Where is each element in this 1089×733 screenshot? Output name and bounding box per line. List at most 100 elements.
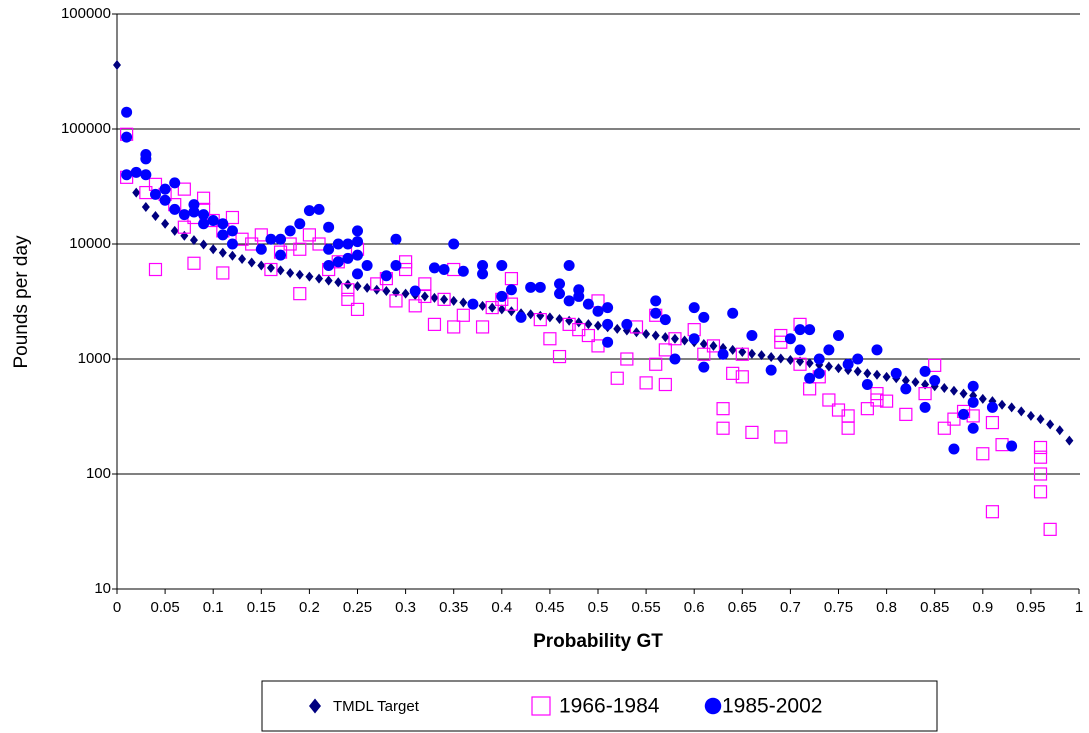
point (1036, 414, 1045, 425)
point (1026, 410, 1035, 421)
x-tick-label: 0.95 (1016, 599, 1045, 616)
y-tick-label: 100 (86, 465, 111, 482)
point (363, 282, 372, 293)
point (323, 260, 335, 272)
point (998, 399, 1007, 410)
point (661, 332, 670, 343)
point (978, 393, 987, 404)
point (794, 324, 806, 336)
point (459, 297, 468, 308)
point (225, 210, 240, 225)
point (659, 314, 671, 326)
point (786, 355, 795, 366)
point (1033, 450, 1048, 464)
point (170, 225, 179, 236)
point (361, 260, 373, 272)
point (804, 324, 816, 336)
point (247, 257, 256, 268)
point (380, 270, 392, 282)
point (813, 353, 825, 365)
point (161, 218, 170, 229)
point (121, 106, 133, 118)
point (313, 203, 325, 215)
point (228, 250, 237, 261)
point (620, 352, 634, 366)
y-tick-label: 100000 (61, 5, 111, 22)
point (871, 344, 883, 356)
point (602, 302, 614, 314)
point (323, 221, 335, 233)
point (235, 232, 249, 246)
point (833, 330, 844, 342)
point (189, 235, 198, 246)
point (159, 183, 171, 195)
point (594, 320, 602, 331)
point (709, 340, 718, 351)
point (341, 283, 355, 297)
point (141, 201, 150, 212)
point (805, 358, 814, 369)
point (545, 312, 554, 323)
point (803, 382, 817, 396)
point (478, 300, 487, 311)
point (706, 339, 721, 353)
x-tick-label: 0.05 (150, 599, 179, 616)
point (1065, 435, 1074, 446)
point (822, 393, 836, 407)
point (496, 260, 508, 272)
point (504, 272, 519, 286)
point (929, 375, 941, 387)
point (408, 299, 422, 313)
point (178, 209, 190, 221)
x-tick-label: 0.4 (491, 599, 512, 616)
point (853, 366, 862, 377)
point (496, 290, 508, 302)
point (391, 287, 400, 298)
point (341, 292, 355, 306)
point (861, 379, 873, 391)
point (418, 277, 432, 291)
legend-label: 1966-1984 (559, 695, 660, 718)
point (467, 298, 479, 310)
point (852, 353, 864, 365)
y-tick-label: 10000 (69, 235, 111, 252)
point (735, 370, 749, 384)
point (650, 295, 662, 307)
point (793, 357, 807, 371)
point (187, 256, 201, 270)
point (658, 343, 672, 357)
point (716, 421, 730, 435)
point (477, 260, 489, 272)
point (735, 347, 749, 361)
point (738, 347, 747, 358)
point (536, 310, 545, 321)
x-tick-label: 0.15 (247, 599, 276, 616)
point (670, 333, 679, 344)
y-tick-label: 100000 (61, 120, 111, 137)
point (882, 371, 891, 382)
point (265, 233, 277, 245)
y-tick-label: 1000 (78, 350, 111, 367)
point (352, 225, 363, 237)
point (324, 275, 333, 286)
point (967, 422, 979, 434)
x-tick-label: 0.1 (203, 599, 224, 616)
point (217, 218, 229, 230)
x-tick-label: 0.75 (824, 599, 853, 616)
point (294, 218, 306, 230)
point (728, 344, 737, 355)
x-axis-label: Probability GT (533, 631, 663, 652)
point (485, 300, 499, 315)
point (937, 421, 951, 435)
point (382, 286, 391, 297)
point (610, 371, 624, 385)
point (554, 278, 566, 290)
point (293, 287, 307, 301)
point (449, 295, 458, 306)
point (207, 215, 219, 227)
point (747, 348, 756, 359)
point (995, 438, 1009, 452)
point (774, 430, 788, 444)
point (949, 385, 958, 396)
